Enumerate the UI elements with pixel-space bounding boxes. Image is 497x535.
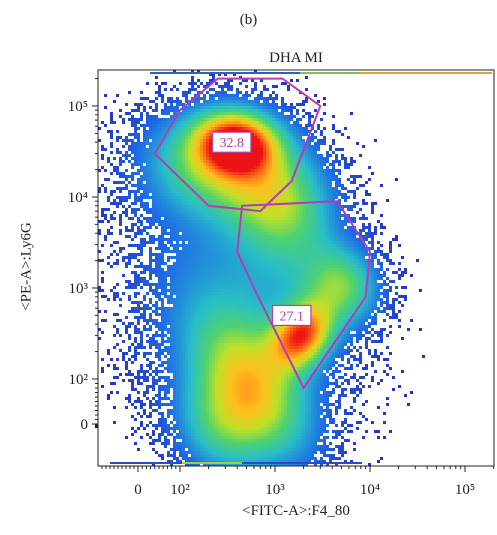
gate-polygon-2: [236, 200, 372, 390]
plot-frame: [97, 69, 495, 467]
density-cells: [98, 70, 492, 466]
x-tick-label: 10⁴: [360, 482, 380, 498]
gate-label-box-2: [271, 304, 312, 326]
chart-title: DHA MI: [269, 50, 323, 66]
y-tick-label: 10³: [69, 281, 89, 297]
gate-polygon-1: [153, 77, 322, 213]
x-tick-label: 10⁵: [455, 482, 475, 498]
gate-percent-label-1: 32.8: [219, 136, 244, 151]
panel-label: (b): [239, 12, 258, 28]
x-tick-label: 10²: [170, 482, 190, 498]
y-tick-label: 10⁴: [68, 190, 88, 206]
gate-percent-label-2: 27.1: [279, 309, 304, 324]
gate-label-box-1: [211, 131, 252, 153]
y-axis-ticks: 0 10² 10³ 10⁴ 10⁵: [68, 78, 98, 433]
y-tick-label: 10⁵: [68, 99, 88, 115]
gates-layer: 32.8 27.1: [153, 77, 372, 390]
x-axis-ticks: 0 10² 10³ 10⁴ 10⁵: [101, 466, 495, 498]
x-axis-label: <FITC-A>:F4_80: [242, 503, 350, 519]
y-tick-label: 10²: [69, 372, 89, 388]
x-tick-label: 0: [134, 482, 142, 498]
y-tick-label: 0: [81, 417, 89, 433]
x-tick-label: 10³: [265, 482, 285, 498]
